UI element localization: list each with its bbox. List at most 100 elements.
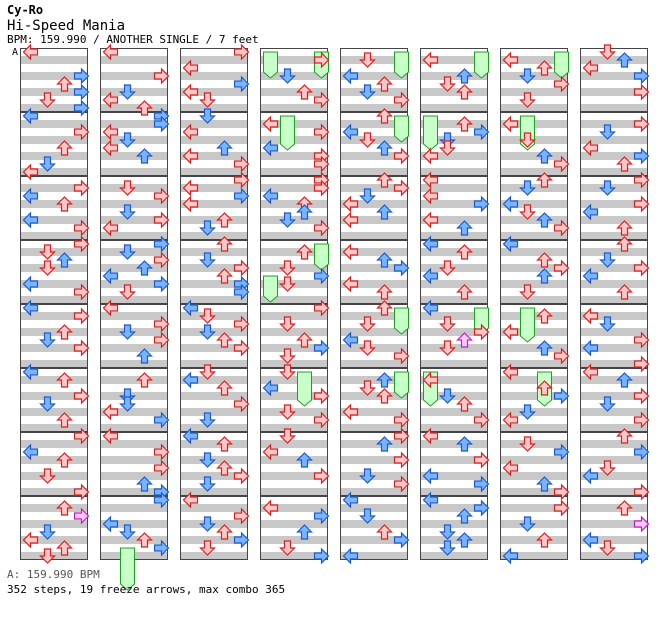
step-arrow-right: [553, 387, 570, 405]
step-arrow-left: [262, 187, 279, 205]
step-arrow-left: [22, 443, 39, 461]
stats-line: 352 steps, 19 freeze arrows, max combo 3…: [7, 583, 286, 596]
step-arrow-right: [233, 395, 250, 413]
step-arrow-up: [136, 532, 153, 548]
step-arrow-left: [182, 299, 199, 317]
step-arrow-down: [359, 188, 376, 204]
step-arrow-right: [633, 259, 650, 277]
step-arrow-left: [102, 139, 119, 157]
step-arrow-right: [313, 91, 330, 109]
step-arrow-down: [199, 540, 216, 556]
step-arrow-left: [22, 211, 39, 229]
step-arrow-right: [633, 331, 650, 349]
step-arrow-right: [313, 219, 330, 237]
step-arrow-right: [633, 411, 650, 429]
step-arrow-down: [439, 76, 456, 92]
step-arrow-up: [296, 524, 313, 540]
step-arrow-down: [359, 508, 376, 524]
freeze-arrow-right: [394, 51, 409, 79]
measure-box: [20, 432, 88, 496]
step-arrow-left: [342, 123, 359, 141]
step-arrow-right: [393, 347, 410, 365]
step-arrow-up: [216, 236, 233, 252]
step-arrow-right: [553, 219, 570, 237]
step-arrow-left: [422, 491, 439, 509]
step-arrow-down: [39, 332, 56, 348]
step-arrow-up: [536, 172, 553, 188]
step-arrow-down: [279, 428, 296, 444]
step-arrow-right: [153, 443, 170, 461]
freeze-arrow-down: [520, 307, 535, 343]
step-arrow-right: [633, 147, 650, 165]
measure-box: [100, 496, 168, 560]
step-arrow-down: [119, 396, 136, 412]
step-arrow-left: [582, 363, 599, 381]
step-arrow-right: [233, 155, 250, 173]
step-arrow-left: [262, 115, 279, 133]
step-arrow-up: [456, 436, 473, 452]
step-arrow-left: [342, 67, 359, 85]
step-arrow-up: [456, 84, 473, 100]
step-arrow-up: [376, 436, 393, 452]
step-arrow-left: [502, 323, 519, 341]
measure-box: [580, 432, 648, 496]
step-arrow-left: [582, 339, 599, 357]
step-arrow-right: [73, 235, 90, 253]
step-arrow-left: [502, 363, 519, 381]
step-arrow-up: [216, 268, 233, 284]
step-arrow-right: [233, 187, 250, 205]
measure-box: [180, 48, 248, 112]
step-arrow-up: [536, 60, 553, 76]
step-arrow-left: [102, 427, 119, 445]
step-arrow-up: [296, 84, 313, 100]
step-arrow-up: [456, 508, 473, 524]
step-arrow-left: [102, 123, 119, 141]
step-arrow-left: [422, 211, 439, 229]
step-arrow-up: [216, 212, 233, 228]
song-info: BPM: 159.990 / ANOTHER SINGLE / 7 feet: [7, 33, 259, 46]
step-arrow-down: [439, 316, 456, 332]
step-arrow-right: [633, 67, 650, 85]
step-arrow-left: [182, 59, 199, 77]
step-arrow-down: [599, 316, 616, 332]
step-arrow-down: [279, 316, 296, 332]
step-arrow-right: [393, 451, 410, 469]
step-arrow-right: [473, 475, 490, 493]
freeze-arrow-down: [280, 115, 295, 151]
freeze-arrow-right: [394, 307, 409, 335]
step-arrow-up: [376, 140, 393, 156]
step-arrow-right: [73, 483, 90, 501]
step-arrow-right: [153, 235, 170, 253]
step-arrow-down: [519, 516, 536, 532]
song-artist: Cy-Ro: [7, 3, 44, 17]
step-arrow-down: [359, 468, 376, 484]
step-arrow-down: [199, 252, 216, 268]
step-arrow-right: [633, 443, 650, 461]
step-arrow-left: [182, 195, 199, 213]
step-arrow-left: [342, 403, 359, 421]
step-arrow-down: [519, 68, 536, 84]
step-arrow-right: [73, 387, 90, 405]
freeze-arrow-down: [120, 547, 135, 591]
step-arrow-right: [73, 339, 90, 357]
step-arrow-down: [519, 436, 536, 452]
step-arrow-up: [536, 252, 553, 268]
step-arrow-right: [633, 115, 650, 133]
step-arrow-down: [519, 284, 536, 300]
step-arrow-up: [216, 332, 233, 348]
step-arrow-right: [73, 99, 90, 117]
step-arrow-right: [313, 123, 330, 141]
step-arrow-left: [102, 299, 119, 317]
step-arrow-up: [296, 332, 313, 348]
step-arrow-up: [296, 452, 313, 468]
measure-box: [580, 176, 648, 240]
step-arrow-down: [199, 364, 216, 380]
step-arrow-left: [422, 147, 439, 165]
step-arrow-down: [279, 260, 296, 276]
step-arrow-left: [22, 187, 39, 205]
step-arrow-right: [473, 411, 490, 429]
step-arrow-right: [73, 123, 90, 141]
step-arrow-right: [153, 67, 170, 85]
step-arrow-left: [262, 139, 279, 157]
step-arrow-up: [136, 148, 153, 164]
